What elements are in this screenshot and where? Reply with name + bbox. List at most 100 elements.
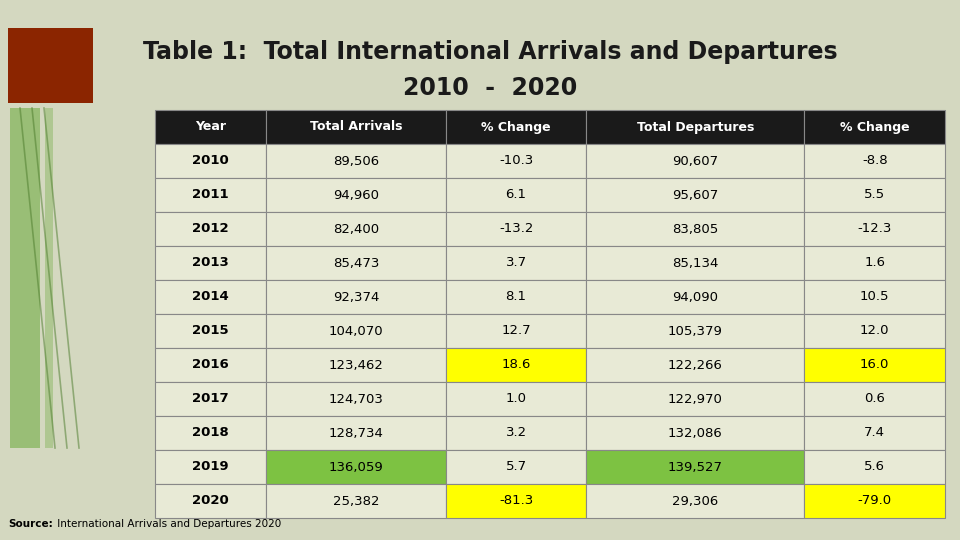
- Bar: [267, 484, 445, 518]
- Bar: [267, 246, 445, 280]
- FancyBboxPatch shape: [8, 28, 93, 103]
- Text: -13.2: -13.2: [499, 222, 533, 235]
- Bar: [587, 348, 804, 382]
- Text: 124,703: 124,703: [328, 393, 384, 406]
- Bar: [587, 246, 804, 280]
- Text: 2016: 2016: [192, 359, 229, 372]
- Bar: [445, 212, 587, 246]
- Text: -10.3: -10.3: [499, 154, 533, 167]
- FancyBboxPatch shape: [10, 108, 40, 448]
- Text: 1.0: 1.0: [506, 393, 527, 406]
- Bar: [587, 110, 804, 144]
- Bar: [587, 280, 804, 314]
- Bar: [155, 382, 267, 416]
- Text: 18.6: 18.6: [501, 359, 531, 372]
- Text: 2017: 2017: [192, 393, 229, 406]
- Text: 82,400: 82,400: [333, 222, 379, 235]
- Bar: [587, 314, 804, 348]
- Bar: [445, 450, 587, 484]
- Bar: [155, 212, 267, 246]
- Bar: [445, 110, 587, 144]
- Bar: [804, 314, 945, 348]
- Text: -81.3: -81.3: [499, 495, 533, 508]
- Bar: [587, 484, 804, 518]
- Bar: [804, 280, 945, 314]
- Text: 85,134: 85,134: [672, 256, 719, 269]
- Bar: [445, 314, 587, 348]
- Text: 12.0: 12.0: [860, 325, 890, 338]
- Text: 12.7: 12.7: [501, 325, 531, 338]
- Bar: [155, 484, 267, 518]
- Text: 29,306: 29,306: [672, 495, 718, 508]
- Bar: [445, 416, 587, 450]
- Text: 2012: 2012: [192, 222, 229, 235]
- Bar: [155, 416, 267, 450]
- Bar: [804, 416, 945, 450]
- Text: 89,506: 89,506: [333, 154, 379, 167]
- Text: 10.5: 10.5: [860, 291, 890, 303]
- Bar: [267, 416, 445, 450]
- Bar: [155, 348, 267, 382]
- Bar: [155, 144, 267, 178]
- Text: 95,607: 95,607: [672, 188, 718, 201]
- Bar: [155, 314, 267, 348]
- Bar: [267, 382, 445, 416]
- Text: 2018: 2018: [192, 427, 229, 440]
- Bar: [587, 212, 804, 246]
- Text: 16.0: 16.0: [860, 359, 889, 372]
- Text: -12.3: -12.3: [857, 222, 892, 235]
- Text: 94,090: 94,090: [672, 291, 718, 303]
- Bar: [267, 144, 445, 178]
- Bar: [587, 450, 804, 484]
- Text: 122,970: 122,970: [668, 393, 723, 406]
- Text: % Change: % Change: [481, 120, 551, 133]
- Bar: [445, 280, 587, 314]
- Text: % Change: % Change: [840, 120, 909, 133]
- Bar: [267, 450, 445, 484]
- Text: 2019: 2019: [192, 461, 229, 474]
- Bar: [587, 382, 804, 416]
- Bar: [804, 178, 945, 212]
- Text: 6.1: 6.1: [506, 188, 527, 201]
- Bar: [804, 144, 945, 178]
- Text: 2014: 2014: [192, 291, 229, 303]
- Bar: [445, 144, 587, 178]
- Bar: [804, 212, 945, 246]
- Text: Source:: Source:: [8, 519, 53, 529]
- Bar: [267, 348, 445, 382]
- Bar: [445, 178, 587, 212]
- Bar: [267, 314, 445, 348]
- Bar: [267, 110, 445, 144]
- Bar: [445, 382, 587, 416]
- Bar: [445, 246, 587, 280]
- Text: 3.7: 3.7: [506, 256, 527, 269]
- Bar: [155, 280, 267, 314]
- Bar: [155, 450, 267, 484]
- Bar: [155, 246, 267, 280]
- Text: -8.8: -8.8: [862, 154, 888, 167]
- Text: 2011: 2011: [192, 188, 229, 201]
- Bar: [445, 484, 587, 518]
- Text: 132,086: 132,086: [668, 427, 723, 440]
- Bar: [804, 450, 945, 484]
- Text: 0.6: 0.6: [864, 393, 885, 406]
- Text: 122,266: 122,266: [668, 359, 723, 372]
- Text: 2015: 2015: [192, 325, 229, 338]
- Text: 104,070: 104,070: [329, 325, 383, 338]
- Text: 8.1: 8.1: [506, 291, 527, 303]
- Text: 2010  -  2020: 2010 - 2020: [403, 76, 577, 100]
- Bar: [155, 110, 267, 144]
- Bar: [804, 348, 945, 382]
- FancyBboxPatch shape: [45, 108, 53, 448]
- Bar: [267, 178, 445, 212]
- Bar: [587, 178, 804, 212]
- Text: 105,379: 105,379: [668, 325, 723, 338]
- Text: 25,382: 25,382: [333, 495, 379, 508]
- Text: 5.7: 5.7: [506, 461, 527, 474]
- Bar: [267, 280, 445, 314]
- Bar: [804, 110, 945, 144]
- Bar: [587, 144, 804, 178]
- Bar: [804, 382, 945, 416]
- Text: International Arrivals and Departures 2020: International Arrivals and Departures 20…: [54, 519, 281, 529]
- Text: Total Arrivals: Total Arrivals: [310, 120, 402, 133]
